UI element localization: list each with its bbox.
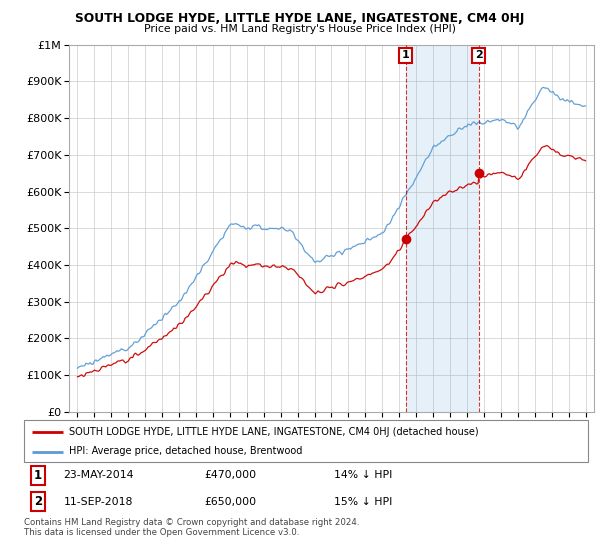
Text: 14% ↓ HPI: 14% ↓ HPI: [334, 470, 392, 480]
Text: 11-SEP-2018: 11-SEP-2018: [64, 497, 133, 507]
Text: 23-MAY-2014: 23-MAY-2014: [64, 470, 134, 480]
Text: 1: 1: [34, 469, 42, 482]
Text: 15% ↓ HPI: 15% ↓ HPI: [334, 497, 392, 507]
Text: 1: 1: [402, 50, 410, 60]
Text: SOUTH LODGE HYDE, LITTLE HYDE LANE, INGATESTONE, CM4 0HJ: SOUTH LODGE HYDE, LITTLE HYDE LANE, INGA…: [76, 12, 524, 25]
FancyBboxPatch shape: [24, 420, 588, 462]
Text: 2: 2: [34, 496, 42, 508]
Text: 2: 2: [475, 50, 483, 60]
Text: £470,000: £470,000: [205, 470, 257, 480]
Bar: [406, 45, 479, 412]
Text: SOUTH LODGE HYDE, LITTLE HYDE LANE, INGATESTONE, CM4 0HJ (detached house): SOUTH LODGE HYDE, LITTLE HYDE LANE, INGA…: [69, 427, 479, 437]
Text: Contains HM Land Registry data © Crown copyright and database right 2024.
This d: Contains HM Land Registry data © Crown c…: [24, 518, 359, 538]
Text: Price paid vs. HM Land Registry's House Price Index (HPI): Price paid vs. HM Land Registry's House …: [144, 24, 456, 34]
Text: £650,000: £650,000: [205, 497, 257, 507]
Text: HPI: Average price, detached house, Brentwood: HPI: Average price, detached house, Bren…: [69, 446, 302, 456]
